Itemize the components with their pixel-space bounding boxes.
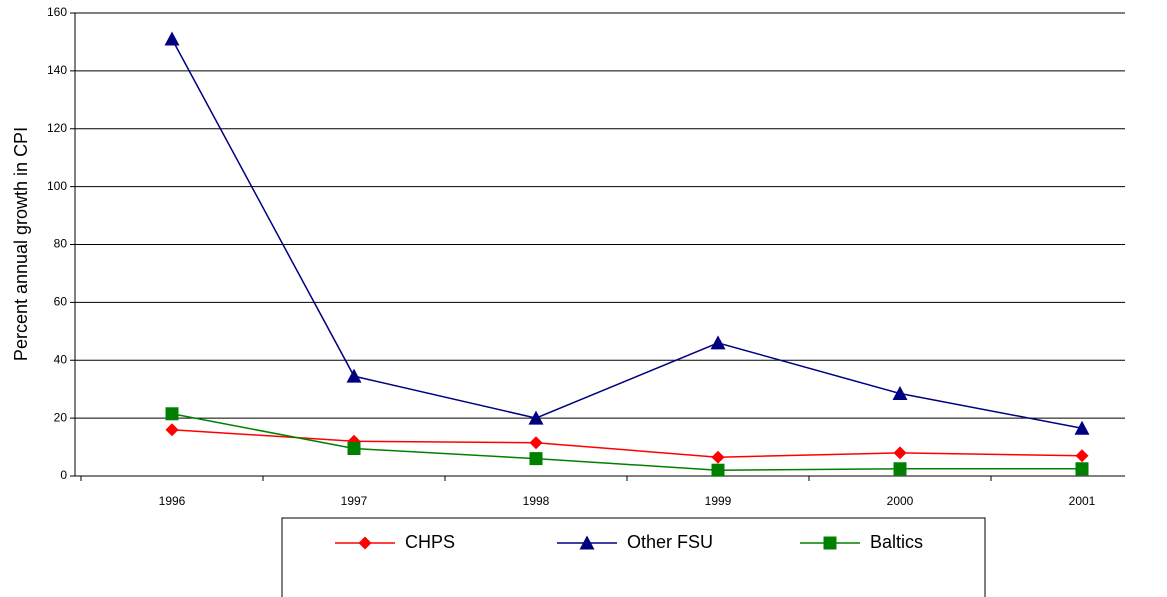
marker [529,436,543,450]
legend-label: CHPS [405,532,455,552]
marker [529,452,543,466]
marker [347,442,361,456]
marker [711,450,725,464]
marker [165,407,179,421]
legend-label: Baltics [870,532,923,552]
marker [711,463,725,477]
marker [1074,420,1090,435]
legend-box [281,517,986,597]
marker [579,535,595,550]
marker [710,335,726,350]
marker [892,386,908,401]
marker [893,462,907,476]
series-line [171,413,1082,471]
y-tick-label: 20 [54,410,68,424]
x-tick-label: 2001 [1069,494,1096,508]
marker [164,31,180,46]
x-tick-label: 1997 [341,494,368,508]
y-tick-label: 100 [47,179,67,193]
y-tick-label: 80 [54,237,68,251]
series-line [171,38,1083,429]
y-tick-label: 40 [54,352,68,366]
marker [893,446,907,460]
x-tick-label: 1996 [159,494,186,508]
y-tick-label: 120 [47,121,67,135]
marker [1075,462,1089,476]
x-tick-label: 2000 [887,494,914,508]
y-tick-label: 0 [60,468,67,482]
y-tick-label: 60 [54,295,68,309]
marker [358,536,372,550]
marker [528,410,544,425]
x-tick-label: 1999 [705,494,732,508]
x-tick-label: 1998 [523,494,550,508]
y-axis-label: Percent annual growth in CPI [11,127,31,361]
marker [346,368,362,383]
marker [1075,449,1089,463]
series-line [171,428,1083,458]
y-tick-label: 140 [47,63,67,77]
marker [823,536,837,550]
legend-label: Other FSU [627,532,713,552]
marker [165,423,179,437]
y-tick-label: 160 [47,5,67,19]
